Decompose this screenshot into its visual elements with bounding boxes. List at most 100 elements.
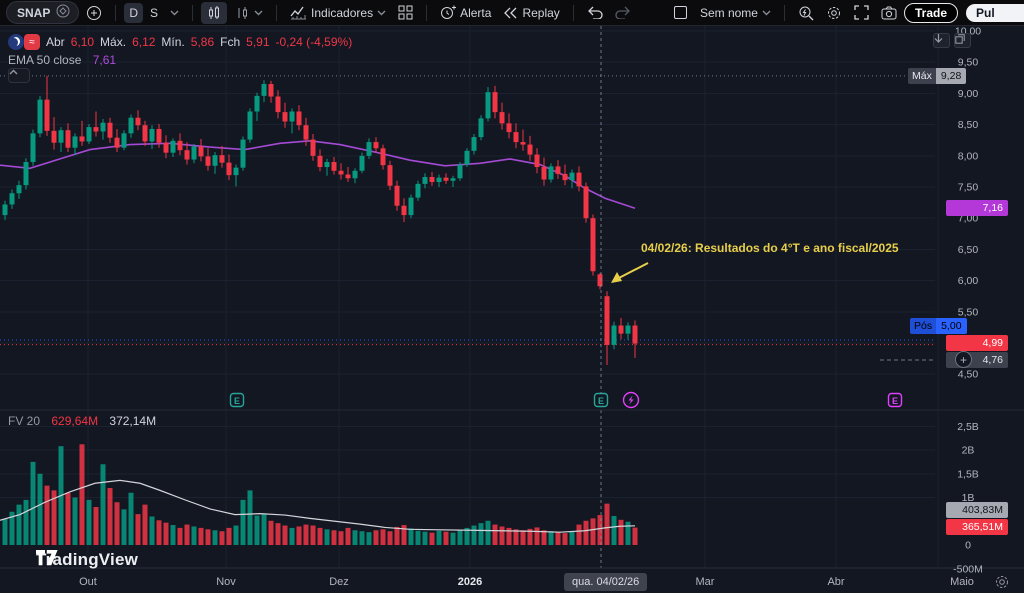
add-alert-button[interactable]: + (955, 351, 972, 368)
volume-tick-label: 0 (965, 540, 971, 552)
chart-type-candles-button[interactable] (201, 1, 228, 24)
fullscreen-button[interactable] (849, 2, 874, 23)
volume-legend[interactable]: FV 20 629,64M 372,14M (8, 414, 156, 428)
tradingview-wordmark: TradingView (36, 550, 139, 569)
replay-rewind-icon (504, 7, 517, 18)
indicators-icon (290, 6, 307, 20)
quick-search-button[interactable] (793, 2, 819, 24)
time-tick-label: Maio (950, 576, 974, 588)
earnings-marker-icon (229, 392, 245, 408)
layout-select-button[interactable] (668, 2, 693, 23)
snap-logo-icon (8, 34, 24, 50)
high-value: 6,12 (132, 35, 156, 49)
trade-button[interactable]: Trade (903, 2, 958, 23)
alert-button[interactable]: Alerta (435, 2, 496, 24)
svg-text:E: E (598, 396, 604, 406)
time-tick-label: 2026 (458, 576, 482, 588)
price-tick-label: 8,00 (958, 150, 979, 162)
arrow-down-icon (934, 34, 943, 43)
grid-icon (398, 5, 413, 20)
time-tick-label: Nov (216, 576, 236, 588)
volume-tick-label: 1,5B (957, 468, 979, 480)
ema-label: EMA 50 close (8, 53, 82, 67)
top-toolbar: SNAP D S Indicadores (0, 0, 1024, 26)
pane-separators (0, 26, 1024, 569)
scroll-to-price-button[interactable] (933, 33, 950, 48)
volume-series (2, 444, 638, 545)
interval-dropdown[interactable] (165, 7, 184, 19)
ema-legend[interactable]: EMA 50 close 7,61 (8, 53, 116, 67)
svg-text:E: E (234, 396, 240, 406)
candlestick-icon (209, 5, 220, 19)
plus-circle-icon (87, 5, 102, 20)
max-price-badge: Máx 9,28 (908, 68, 967, 84)
volume-tick-label: -500M (953, 563, 983, 575)
symbol-name: SNAP (17, 5, 51, 20)
volume-ma (0, 479, 636, 533)
gear-icon (996, 576, 1008, 588)
maximize-pane-button[interactable] (954, 33, 971, 48)
symbol-legend[interactable]: ≈ Abr 6,10 Máx. 6,12 Mín. 5,86 Fch 5,91 -0,2… (8, 34, 352, 50)
price-tick-label: 7,50 (958, 182, 979, 194)
chevron-down-icon (762, 10, 771, 15)
replay-button[interactable]: Replay (498, 3, 564, 23)
candlestick-series (2, 75, 638, 365)
indicator-templates-button[interactable] (393, 2, 418, 23)
compare-add-button[interactable] (81, 2, 107, 24)
ema-value: 7,61 (92, 53, 117, 67)
chart-canvas[interactable]: E E E10,009,509,008,508,007,507,006,506,00… (0, 26, 1024, 593)
low-label: Mín. (161, 35, 185, 49)
crosshair-date-badge: qua. 04/02/26 (564, 573, 648, 591)
ema-price-badge: 7,16 (946, 200, 1008, 216)
volume-axis[interactable]: 2,5B 2B 1,5B 1B 0 -500M (953, 421, 983, 576)
maximize-icon (955, 34, 965, 44)
chart-style-dropdown[interactable] (229, 2, 268, 24)
low-value: 5,86 (190, 35, 215, 49)
chevron-up-icon (9, 69, 18, 75)
symbol-search[interactable]: SNAP (6, 1, 80, 24)
settings-button[interactable] (821, 2, 847, 24)
chart-area[interactable]: E E E 10,00 9,50 9,00 8,50 8,00 7,50 7,00 6,50 6,00… (0, 26, 1024, 593)
price-tick-label: 6,50 (958, 244, 979, 256)
price-axis[interactable]: 10,009,509,008,508,007,507,006,506,005,5… (955, 26, 981, 381)
volume-ma-line (0, 479, 636, 533)
high-label: Máx. (100, 35, 127, 49)
price-tick-label: 9,00 (958, 88, 979, 100)
time-tick-label: Out (79, 576, 97, 588)
earnings-annotation[interactable]: 04/02/26: Resultados do 4°T e ano fiscal… (641, 241, 899, 255)
price-tick-label: 10,00 (955, 26, 981, 38)
publish-button[interactable]: Pul (966, 3, 1024, 22)
indicators-button[interactable]: Indicadores (285, 2, 391, 23)
last-price-badge: 4,99 (946, 335, 1008, 351)
fv-label: FV 20 (8, 414, 41, 428)
volume-tick-label: 2B (962, 445, 975, 457)
earnings-marker-icon (593, 392, 609, 408)
ema50-line (0, 140, 636, 209)
layout-name-button[interactable]: Sem nome (695, 3, 776, 23)
ema50 (0, 140, 636, 209)
interval-week-button[interactable]: S (150, 5, 159, 20)
time-axis[interactable]: Out Nov Dez 2026 Mar Abr Maio (79, 576, 974, 588)
search-bolt-icon (799, 6, 814, 20)
annotation-arrow[interactable] (611, 262, 649, 283)
fv-value: 629,64M (51, 414, 99, 428)
redo-button[interactable] (610, 3, 636, 22)
change-value: -0,24 (-4,59%) (275, 35, 353, 49)
interval-day-button[interactable]: D (124, 2, 144, 23)
price-tick-label: 5,50 (958, 306, 979, 318)
tradingview-logo[interactable]: TradingView (36, 550, 138, 570)
layout-square-icon (673, 6, 687, 19)
close-value: 5,91 (246, 35, 270, 49)
snapshot-button[interactable] (876, 3, 902, 23)
undo-button[interactable] (582, 3, 608, 22)
alert-clock-icon (441, 5, 457, 19)
time-tick-label: Dez (329, 576, 349, 588)
symbol-diamond-icon (56, 4, 70, 21)
volume-tick-label: 2,5B (957, 421, 979, 433)
legend-collapse-button[interactable] (8, 68, 30, 83)
gear-icon (827, 6, 840, 19)
postmarket-badge: Pós 5,00 (910, 318, 967, 334)
price-tick-label: 6,00 (958, 275, 979, 287)
price-tick-label: 9,50 (958, 57, 979, 69)
